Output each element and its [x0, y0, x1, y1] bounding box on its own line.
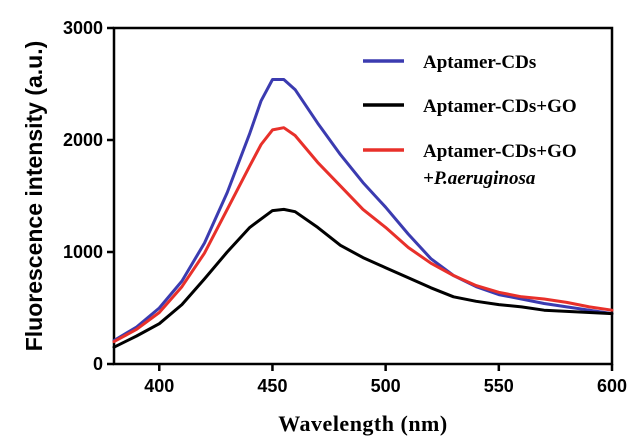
- series-aptamer-cds-go-pa-line: [112, 126, 614, 344]
- plot-frame: [112, 26, 614, 366]
- legend-label-aptamer-cds-go-pa-line2: +P.aeruginosa: [423, 168, 536, 189]
- x-tick-label: 450: [257, 376, 287, 396]
- series-aptamer-cds-go-line: [112, 207, 614, 349]
- series-aptamer-cds-line: [112, 78, 614, 342]
- y-tick-label: 1000: [63, 242, 103, 262]
- x-tick-label: 600: [597, 376, 627, 396]
- legend-label-aptamer-cds-go: Aptamer-CDs+GO: [423, 96, 577, 117]
- x-tick-label: 500: [371, 376, 401, 396]
- y-tick-label: 0: [93, 354, 103, 374]
- x-axis-ticks: 400 450 500 550 600: [144, 364, 627, 396]
- y-axis-title: Fluorescence intensity (a.u.): [21, 41, 47, 352]
- y-tick-label: 3000: [63, 18, 103, 38]
- y-tick-label: 2000: [63, 130, 103, 150]
- y-axis-ticks: 0 1000 2000 3000: [63, 18, 114, 374]
- legend-label-aptamer-cds-go-pa: Aptamer-CDs+GO: [423, 141, 577, 162]
- legend: Aptamer-CDs Aptamer-CDs+GO Aptamer-CDs+G…: [363, 52, 577, 189]
- x-axis-title: Wavelength (nm): [278, 411, 447, 436]
- x-tick-label: 400: [144, 376, 174, 396]
- series-lines: [112, 78, 614, 349]
- x-tick-label: 550: [484, 376, 514, 396]
- legend-label-aptamer-cds: Aptamer-CDs: [423, 52, 536, 73]
